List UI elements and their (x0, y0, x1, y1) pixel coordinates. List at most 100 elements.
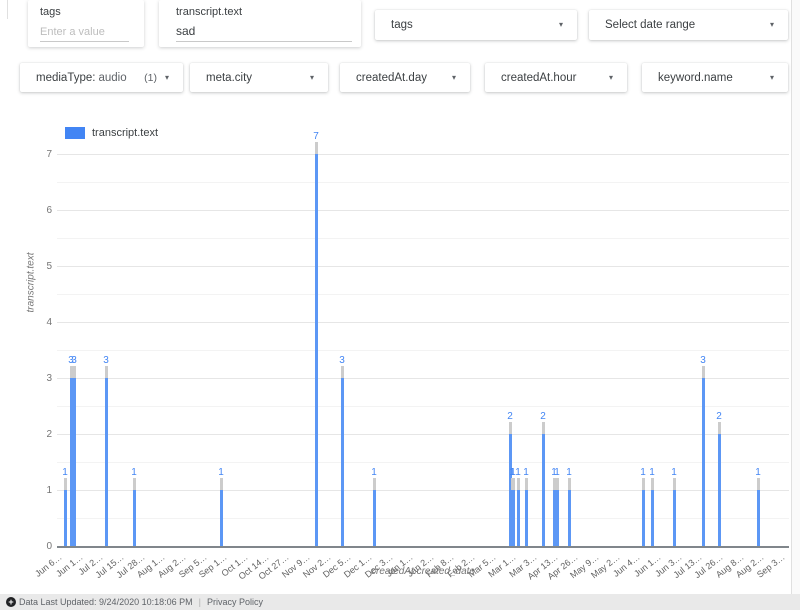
bar-label-leader (70, 366, 73, 378)
media-type-chip-label: mediaType: (36, 71, 96, 84)
bar-label-leader (73, 366, 76, 378)
bar-label-leader (718, 422, 721, 434)
y-tick-label: 0 (46, 541, 52, 552)
bar-value-label: 1 (554, 467, 560, 478)
bar[interactable] (718, 434, 721, 546)
bar[interactable] (373, 490, 376, 546)
bar-value-label: 3 (103, 355, 109, 366)
legend-swatch-icon (65, 127, 85, 139)
y-tick-label: 4 (46, 317, 52, 328)
bar-label-leader (757, 478, 760, 490)
bar[interactable] (556, 490, 559, 546)
major-gridline (57, 266, 789, 267)
meta-city-chip[interactable]: meta.city ▾ (190, 63, 328, 92)
bar[interactable] (64, 490, 67, 546)
caret-down-icon: ▾ (769, 72, 774, 82)
bar-value-label: 7 (313, 131, 319, 142)
bar[interactable] (553, 490, 556, 546)
bar-value-label: 1 (218, 467, 224, 478)
caret-down-icon: ▾ (769, 20, 774, 29)
bar-label-leader (517, 478, 520, 490)
major-gridline (57, 490, 789, 491)
bar[interactable] (568, 490, 571, 546)
x-tick-label: Apr 26… (545, 551, 581, 582)
bar[interactable] (542, 434, 545, 546)
legend-item-transcript-text[interactable]: transcript.text (65, 127, 158, 139)
bar[interactable] (220, 490, 223, 546)
x-tick-label: Oct 27… (256, 551, 291, 582)
vertical-scrollbar[interactable] (791, 0, 800, 594)
x-tick-label: Jul 15… (93, 551, 126, 581)
created-hour-chip[interactable]: createdAt.hour ▾ (485, 63, 627, 92)
caret-down-icon: ▾ (451, 72, 456, 82)
tags-dropdown[interactable]: tags ▾ (375, 10, 577, 40)
bar-label-leader (341, 366, 344, 378)
tags-filter-title: tags (40, 6, 61, 18)
bar-label-leader (64, 478, 67, 490)
minor-gridline (57, 518, 789, 519)
minor-gridline (57, 406, 789, 407)
major-gridline (57, 154, 789, 155)
bar[interactable] (525, 490, 528, 546)
bar-value-label: 1 (640, 467, 646, 478)
created-day-chip-label: createdAt.day (356, 71, 427, 84)
bar[interactable] (315, 154, 318, 546)
privacy-policy-link[interactable]: Privacy Policy (206, 597, 263, 607)
minor-gridline (57, 182, 789, 183)
minor-gridline (57, 350, 789, 351)
major-gridline (57, 434, 789, 435)
bar-label-leader (651, 478, 654, 490)
bar[interactable] (651, 490, 654, 546)
x-tick-label: Aug 2… (155, 551, 188, 580)
bar[interactable] (105, 378, 108, 546)
x-tick-label: Oct 1… (219, 551, 250, 579)
x-tick-label: Aug 2… (734, 551, 767, 580)
bar-value-label: 2 (716, 411, 722, 422)
y-tick-label: 6 (46, 205, 52, 216)
bar-value-label: 1 (515, 467, 521, 478)
tags-filter-input[interactable] (40, 24, 129, 42)
bar-label-leader (525, 478, 528, 490)
bar[interactable] (517, 490, 520, 546)
bar-value-label: 3 (68, 355, 74, 366)
x-tick-label: Aug 1… (135, 551, 167, 580)
bar[interactable] (673, 490, 676, 546)
y-tick-label: 1 (46, 485, 52, 496)
x-tick-label: Nov 9… (279, 551, 312, 580)
footer-separator: | (198, 597, 201, 607)
x-tick-label: May 2… (588, 551, 622, 581)
bar[interactable] (757, 490, 760, 546)
bar[interactable] (73, 378, 76, 546)
media-type-chip[interactable]: mediaType: audio (1) ▾ (20, 63, 183, 92)
keyword-name-chip[interactable]: keyword.name ▾ (642, 63, 788, 92)
bar[interactable] (509, 434, 512, 546)
minor-gridline (57, 294, 789, 295)
bar-value-label: 3 (71, 355, 77, 366)
transcript-filter-title: transcript.text (176, 6, 243, 18)
caret-down-icon: ▾ (608, 72, 613, 82)
caret-down-icon: ▾ (558, 20, 563, 29)
y-tick-label: 3 (46, 373, 52, 384)
created-day-chip[interactable]: createdAt.day ▾ (340, 63, 470, 92)
x-tick-label: Jun 1… (53, 551, 85, 579)
bar-value-label: 1 (523, 467, 529, 478)
caret-down-icon: ▾ (164, 72, 169, 82)
attribution-badge-icon: + (6, 597, 16, 607)
x-tick-label: Aug 8… (713, 551, 746, 580)
transcript-filter-input[interactable] (176, 24, 352, 42)
bar[interactable] (133, 490, 136, 546)
x-tick-label: Jun 1… (632, 551, 663, 579)
bar[interactable] (70, 378, 73, 546)
date-range-dropdown[interactable]: Select date range ▾ (589, 10, 788, 40)
bar[interactable] (702, 378, 705, 546)
bar-value-label: 2 (507, 411, 513, 422)
x-tick-label: May 9… (568, 551, 601, 581)
x-axis-title: createdAt.created_date (371, 566, 475, 577)
bar[interactable] (341, 378, 344, 546)
bar[interactable] (512, 490, 515, 546)
bar-label-leader (642, 478, 645, 490)
transcript-filter-card: transcript.text (159, 0, 361, 47)
bar[interactable] (642, 490, 645, 546)
x-tick-label: Jun 6… (33, 551, 64, 579)
bar-value-label: 1 (671, 467, 677, 478)
